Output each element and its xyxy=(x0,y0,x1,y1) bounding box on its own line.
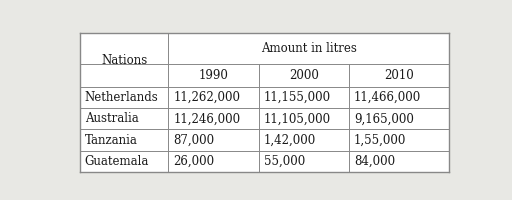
Text: Nations: Nations xyxy=(101,54,147,67)
Text: 84,000: 84,000 xyxy=(354,155,395,168)
Text: 26,000: 26,000 xyxy=(173,155,215,168)
Text: 1,55,000: 1,55,000 xyxy=(354,134,407,147)
Text: 11,466,000: 11,466,000 xyxy=(354,91,421,104)
Text: Tanzania: Tanzania xyxy=(84,134,138,147)
Text: Australia: Australia xyxy=(84,112,138,125)
Bar xyxy=(80,33,449,172)
Text: Netherlands: Netherlands xyxy=(84,91,158,104)
Text: 2000: 2000 xyxy=(289,69,319,82)
Text: 55,000: 55,000 xyxy=(264,155,305,168)
Text: 1990: 1990 xyxy=(199,69,228,82)
Text: Amount in litres: Amount in litres xyxy=(261,42,356,55)
Text: 11,105,000: 11,105,000 xyxy=(264,112,331,125)
Text: 11,262,000: 11,262,000 xyxy=(173,91,240,104)
Text: 2010: 2010 xyxy=(384,69,414,82)
Text: 1,42,000: 1,42,000 xyxy=(264,134,316,147)
Text: Guatemala: Guatemala xyxy=(84,155,149,168)
Text: 11,246,000: 11,246,000 xyxy=(173,112,240,125)
Text: 9,165,000: 9,165,000 xyxy=(354,112,414,125)
Text: 11,155,000: 11,155,000 xyxy=(264,91,331,104)
Text: 87,000: 87,000 xyxy=(173,134,215,147)
